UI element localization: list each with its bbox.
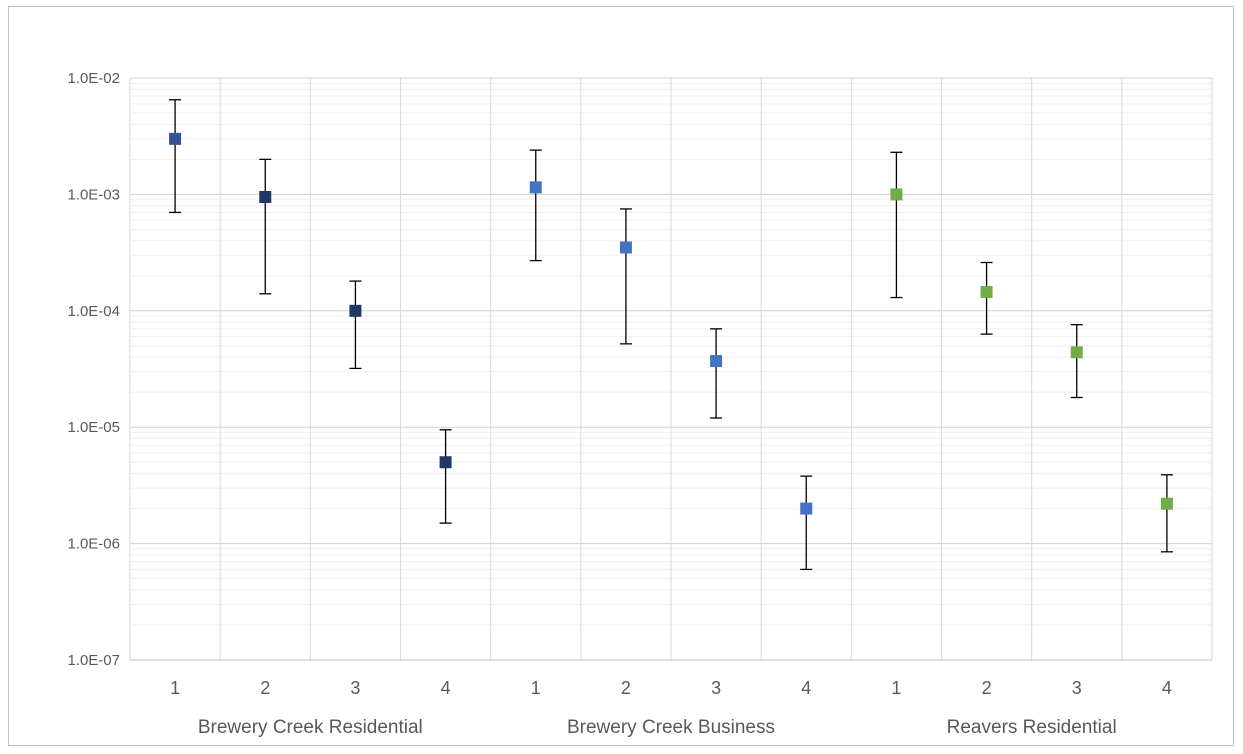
data-point-marker (890, 188, 903, 201)
x-tick-label: 4 (801, 678, 811, 698)
data-point-marker (619, 241, 632, 254)
y-axis-tick-labels: 1.0E-07 1.0E-06 1.0E-05 1.0E-04 1.0E-03 1.0E-… (67, 70, 120, 669)
data-point-marker (1160, 497, 1173, 510)
gridlines (129, 77, 1213, 661)
x-tick-label: 3 (711, 678, 721, 698)
x-tick-label: 3 (1072, 678, 1082, 698)
x-tick-label: 4 (1162, 678, 1172, 698)
data-point-marker (1070, 346, 1083, 359)
data-point-marker (800, 502, 813, 515)
data-point-marker (980, 286, 993, 299)
chart-area (8, 6, 1234, 746)
y-tick-label: 1.0E-04 (67, 303, 120, 320)
data-point-marker (169, 132, 182, 145)
y-tick-label: 1.0E-07 (67, 652, 120, 669)
x-tick-label: 1 (891, 678, 901, 698)
group-label: Brewery Creek Residential (198, 717, 423, 738)
x-tick-label: 1 (170, 678, 180, 698)
data-point-marker (259, 190, 272, 203)
x-tick-label: 2 (260, 678, 270, 698)
group-label: Reavers Residential (947, 717, 1117, 738)
error-bars (169, 99, 1173, 571)
y-tick-label: 1.0E-05 (67, 419, 120, 436)
data-point-marker (349, 304, 362, 317)
y-tick-label: 1.0E-03 (67, 186, 120, 203)
x-tick-label: 2 (982, 678, 992, 698)
x-tick-label: 3 (350, 678, 360, 698)
x-tick-label: 4 (441, 678, 451, 698)
category-group-labels: Brewery Creek Residential Brewery Creek B… (198, 717, 1117, 738)
data-point-marker (710, 355, 723, 368)
x-tick-label: 1 (531, 678, 541, 698)
y-tick-label: 1.0E-02 (67, 70, 120, 87)
x-axis-tick-labels: 1 2 3 4 1 2 3 4 1 2 3 4 (170, 678, 1172, 698)
data-point-marker (439, 456, 452, 469)
data-markers (169, 132, 1173, 515)
group-label: Brewery Creek Business (567, 717, 775, 738)
y-tick-label: 1.0E-06 (67, 536, 120, 553)
x-tick-label: 2 (621, 678, 631, 698)
data-point-marker (529, 181, 542, 194)
